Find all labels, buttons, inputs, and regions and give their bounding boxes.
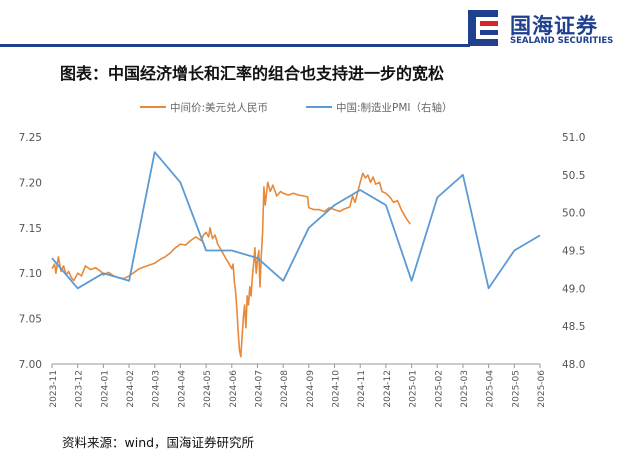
y-right-tick-label: 48.0 — [562, 359, 585, 371]
y-right-tick-label: 48.5 — [562, 321, 585, 333]
y-right-tick-label: 50.5 — [562, 170, 585, 182]
y-left-tick-label: 7.15 — [19, 223, 42, 235]
x-tick-label: 2024-02 — [126, 370, 136, 408]
x-tick-label: 2024-06 — [229, 370, 239, 408]
line-chart: 中间价:美元兑人民币 中国:制造业PMI（右轴） 7.00 7.05 7.10 7.15 7… — [19, 101, 586, 408]
source-note: 资料来源：wind，国海证券研究所 — [62, 435, 255, 450]
y-right-tick-label: 51.0 — [562, 132, 585, 144]
y-right-tick-label: 49.0 — [562, 283, 585, 295]
x-tick-label: 2024-12 — [383, 370, 393, 408]
x-tick-label: 2025-03 — [460, 370, 470, 408]
x-tick-label: 2024-11 — [357, 370, 367, 408]
brand-name-en: SEALAND SECURITIES — [510, 36, 614, 46]
header-rule — [0, 44, 470, 47]
chart-title: 图表：中国经济增长和汇率的组合也支持进一步的宽松 — [60, 64, 445, 83]
x-tick-label: 2024-10 — [332, 370, 342, 408]
sealand-logo-icon — [468, 10, 498, 46]
x-tick-label: 2024-03 — [152, 370, 162, 408]
y-left-tick-label: 7.10 — [19, 268, 42, 280]
brand-name-cn: 国海证券 — [510, 14, 598, 38]
y-left-tick-label: 7.05 — [19, 314, 42, 326]
x-tick-label: 2023-11 — [49, 370, 59, 408]
y-left-tick-label: 7.00 — [19, 359, 42, 371]
y-left-tick-label: 7.20 — [19, 177, 42, 189]
y-left-tick-label: 7.25 — [19, 132, 42, 144]
y-right-tick-label: 49.5 — [562, 246, 585, 258]
x-tick-label: 2024-05 — [203, 370, 213, 408]
y-right-tick-label: 50.0 — [562, 208, 585, 220]
x-tick-label: 2025-04 — [486, 370, 496, 408]
series-line-usdcny — [51, 172, 411, 358]
x-tick-label: 2025-02 — [434, 370, 444, 408]
legend-label-usdcny: 中间价:美元兑人民币 — [170, 101, 268, 114]
series-line-pmi — [51, 151, 541, 290]
x-tick-label: 2025-01 — [409, 370, 419, 408]
x-tick-label: 2024-01 — [100, 370, 110, 408]
x-tick-label: 2024-08 — [280, 370, 290, 408]
legend-label-pmi: 中国:制造业PMI（右轴） — [336, 101, 453, 114]
x-tick-label: 2025-05 — [511, 370, 521, 408]
x-tick-label: 2024-07 — [254, 370, 264, 408]
x-tick-label: 2024-04 — [177, 370, 187, 408]
x-tick-label: 2023-12 — [75, 370, 85, 408]
brand-logo: 国海证券 SEALAND SECURITIES — [466, 8, 636, 50]
x-tick-label: 2024-09 — [306, 370, 316, 408]
x-tick-label: 2025-06 — [537, 370, 547, 408]
